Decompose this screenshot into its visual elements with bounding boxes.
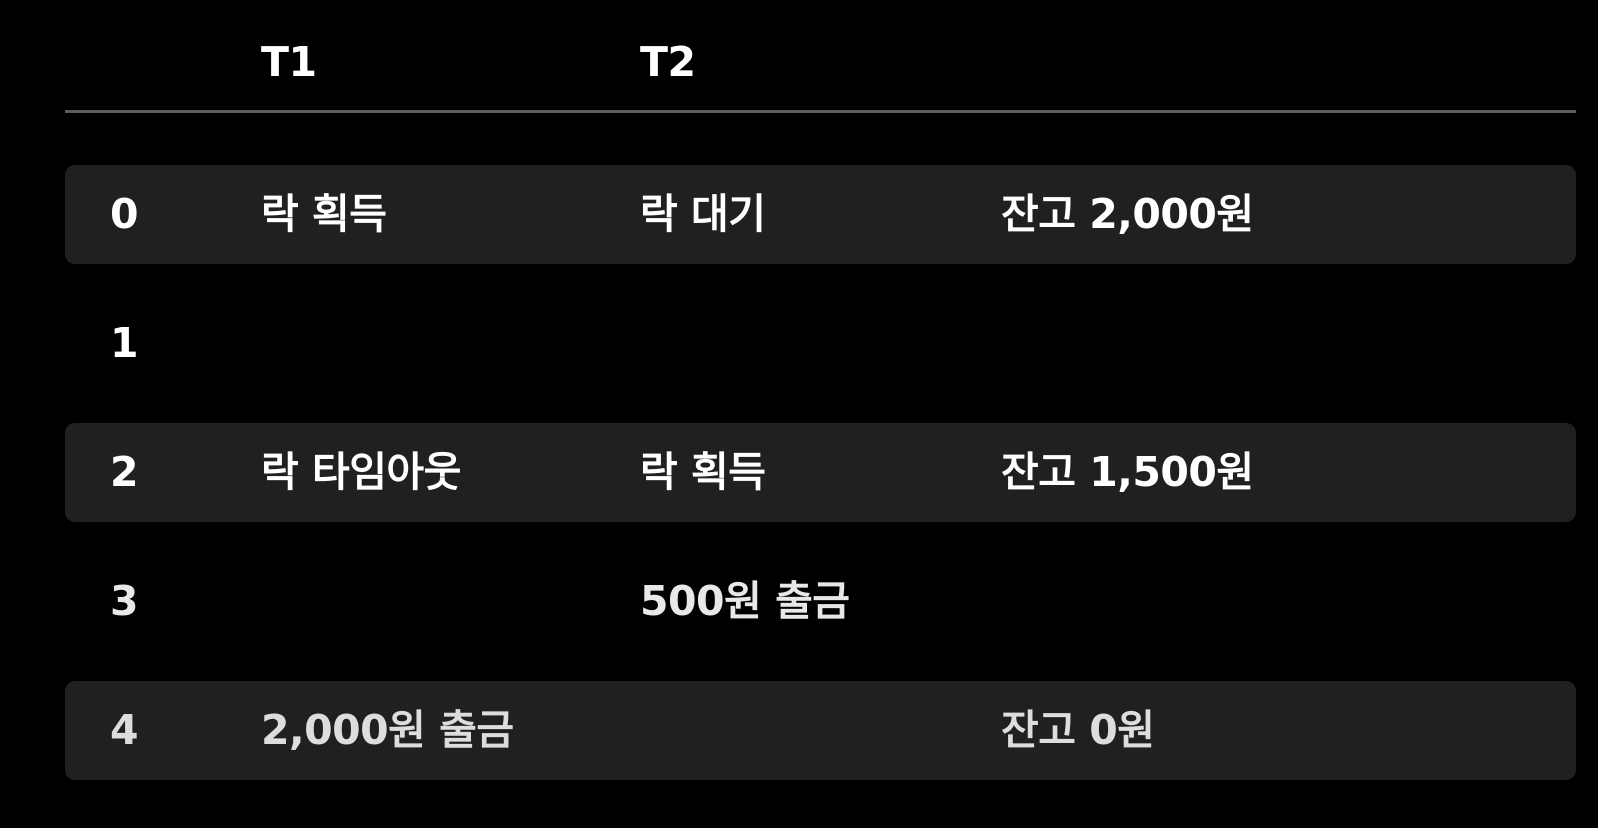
table-row: 1 [65,294,1576,393]
row-t1: 2,000원 출금 [261,706,514,754]
table-row: 2 락 타임아웃 락 획득 잔고 1,500원 [65,423,1576,522]
row-t2: 락 획득 [640,448,766,496]
row-t1: 락 획득 [261,190,387,238]
row-note: 잔고 0원 [1001,706,1155,754]
header-t1: T1 [261,38,317,86]
row-t2: 락 대기 [640,190,766,238]
row-step: 1 [110,319,139,367]
table-row: 3 500원 출금 [65,552,1576,651]
table-row: 0 락 획득 락 대기 잔고 2,000원 [65,165,1576,264]
timeline-table: T1 T2 0 락 획득 락 대기 잔고 2,000원 1 2 락 타임아웃 락… [65,0,1576,828]
row-t2: 500원 출금 [640,577,850,625]
table-row: 4 2,000원 출금 잔고 0원 [65,681,1576,780]
row-step: 3 [110,577,139,625]
row-note: 잔고 1,500원 [1001,448,1254,496]
table-header: T1 T2 [65,0,1576,113]
header-t2: T2 [640,38,696,86]
row-t1: 락 타임아웃 [261,448,461,496]
row-step: 0 [110,190,139,238]
row-step: 2 [110,448,139,496]
row-note: 잔고 2,000원 [1001,190,1254,238]
row-step: 4 [110,706,139,754]
